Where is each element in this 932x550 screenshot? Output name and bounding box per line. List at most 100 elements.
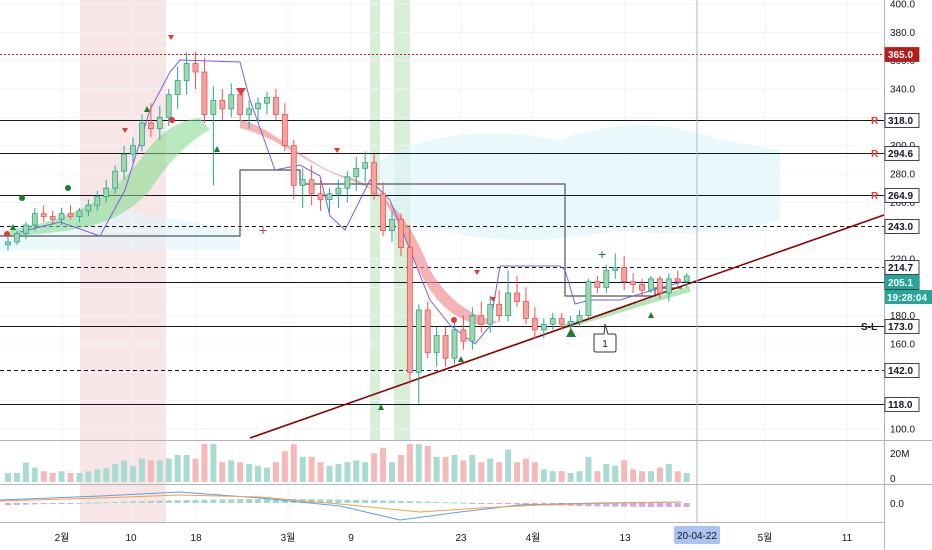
- volume-bar: [388, 462, 395, 482]
- volume-bar: [58, 471, 65, 482]
- level-tag-box: [884, 363, 920, 378]
- oscillator-bar: [246, 499, 253, 503]
- annotation-bubble[interactable]: 1: [593, 323, 617, 353]
- candle-body: [139, 122, 145, 147]
- oscillator-bar: [272, 499, 279, 503]
- candle-body: [362, 162, 369, 169]
- volume-bar: [612, 465, 619, 482]
- oscillator-bar: [594, 503, 601, 507]
- volume-bar: [290, 444, 297, 482]
- oscillator-bar: [496, 503, 503, 504]
- oscillator-bar: [228, 499, 235, 503]
- oscillator-bar: [317, 499, 324, 503]
- red-dot: [451, 317, 457, 323]
- volume-bar: [362, 462, 369, 482]
- level-tags: 365.0318.0294.6264.9243.0214.7204.0173.0…: [884, 47, 920, 412]
- candle-body: [335, 187, 342, 195]
- candle-body: [398, 218, 404, 249]
- price-tick-label: 380.0: [890, 28, 915, 39]
- sell-arrow-small: [168, 35, 174, 40]
- volume-bar: [219, 462, 226, 482]
- oscillator-bar: [478, 503, 485, 504]
- volume-bar: [147, 460, 154, 482]
- candle-body: [567, 320, 574, 325]
- volume-bar: [540, 469, 547, 482]
- candle-body: [264, 97, 270, 104]
- volume-bar: [371, 453, 378, 482]
- candle-body: [442, 335, 449, 359]
- oscillator-bar: [460, 502, 467, 504]
- current-price-value: 205.1: [888, 278, 913, 289]
- buy-arrow-big: [566, 328, 576, 337]
- volume-bar: [192, 458, 199, 482]
- level-marker: R: [871, 149, 879, 160]
- candle-body: [94, 196, 101, 206]
- oscillator-bar: [94, 502, 101, 504]
- level-tag-box: [884, 47, 920, 62]
- candle-body: [228, 94, 235, 110]
- cross-marker: +: [598, 246, 606, 262]
- sell-arrow-big: [236, 88, 246, 96]
- level-tag-value: 118.0: [888, 400, 913, 411]
- price-tick-label: 180.0: [890, 311, 915, 322]
- ma-ribbon-green-late: [560, 286, 690, 330]
- volume-bar: [255, 465, 262, 482]
- oscillator-bar: [219, 499, 226, 503]
- oscillator-bar: [576, 503, 583, 507]
- level-marker: S-L: [861, 322, 877, 333]
- candles: [5, 52, 690, 404]
- oscillator-bar: [639, 503, 646, 507]
- oscillator-bar: [138, 501, 145, 503]
- volume-bar: [656, 467, 663, 482]
- oscillator-bar: [380, 500, 387, 503]
- level-marker: R: [871, 116, 879, 127]
- oscillator-bar: [76, 503, 83, 504]
- volume-bar: [121, 460, 128, 482]
- volume-bar: [549, 471, 556, 482]
- bar-countdown: 19:28:04: [887, 293, 927, 304]
- candle-body: [219, 99, 226, 110]
- volume-bar: [380, 447, 387, 482]
- oscillator-tick-label: 0.0: [890, 499, 904, 510]
- oscillator-bar: [156, 500, 163, 503]
- price-tick-label: 100.0: [890, 425, 915, 436]
- buy-arrow: [214, 146, 220, 152]
- volume-bar: [228, 460, 235, 482]
- sell-arrow: [122, 128, 128, 133]
- candle-body: [674, 278, 681, 283]
- oscillator-bar: [531, 503, 538, 505]
- candle-body: [147, 122, 154, 130]
- time-tick-label: 18: [190, 533, 202, 544]
- volume-bar: [630, 469, 637, 482]
- oscillator-bar: [49, 503, 56, 504]
- oscillator-bar: [522, 503, 529, 505]
- oscillator-bar: [22, 503, 29, 505]
- candle-body: [621, 267, 628, 283]
- oscillator-bar: [514, 503, 521, 505]
- envelope-line: [19, 59, 683, 345]
- oscillator-bar: [424, 501, 431, 503]
- candle-body: [192, 63, 199, 73]
- candle-body: [308, 179, 315, 195]
- level-tag-value: 365.0: [888, 50, 913, 61]
- oscillator-bar: [621, 503, 628, 507]
- oscillator-bar: [603, 503, 610, 507]
- volume-bar: [505, 449, 512, 482]
- level-tag-value: 214.7: [888, 263, 913, 274]
- level-tag-value: 173.0: [888, 322, 913, 333]
- level-tag-box: [884, 397, 920, 412]
- candle-body: [121, 153, 127, 172]
- volume-bar: [174, 455, 181, 482]
- volume-bar: [469, 455, 476, 482]
- oscillator-bar: [112, 501, 119, 503]
- oscillator-bar: [237, 499, 244, 503]
- candle-body: [406, 247, 413, 373]
- oscillator-bar: [130, 501, 137, 503]
- volume-bar: [201, 444, 208, 482]
- volume-tick-label: 0: [890, 474, 896, 485]
- oscillator-bar: [121, 501, 128, 503]
- level-tag-box: [884, 188, 920, 203]
- oscillator-bar: [201, 499, 208, 503]
- oscillator-bar: [585, 503, 592, 507]
